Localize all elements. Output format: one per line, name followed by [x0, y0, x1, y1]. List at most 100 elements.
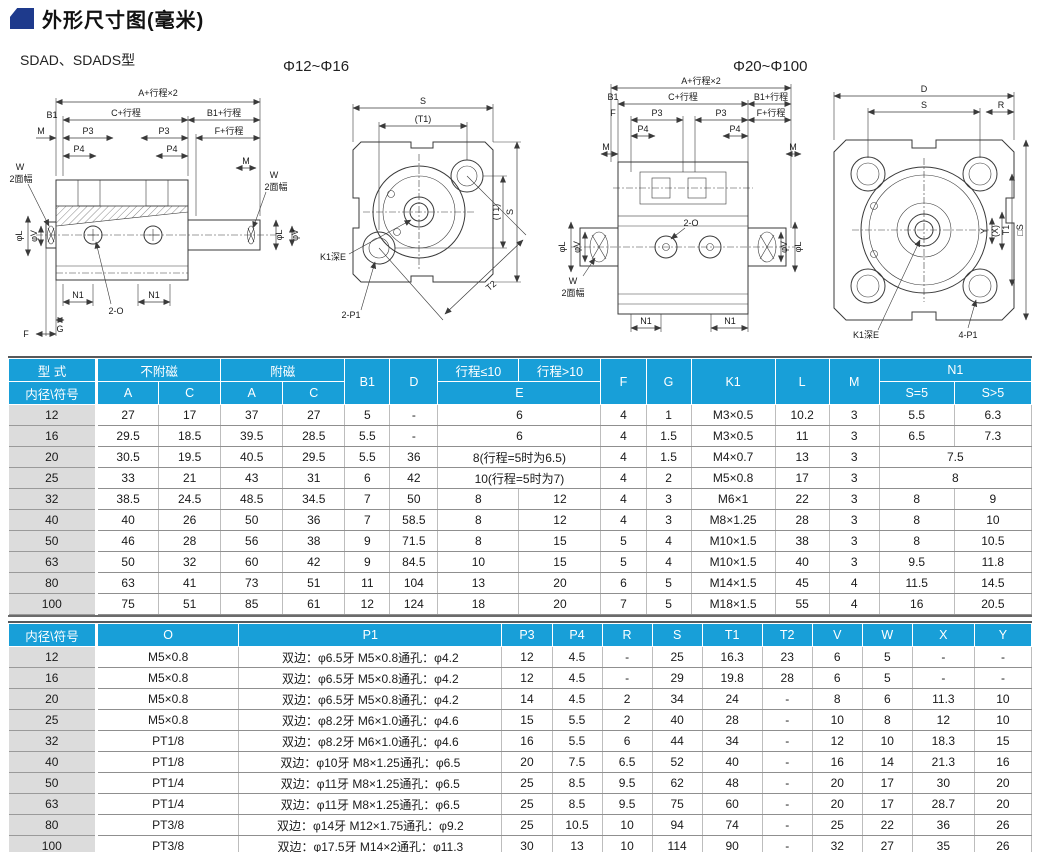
table-cell: 11	[774, 425, 830, 447]
table-cell: PT1/4	[96, 793, 240, 815]
table-cell: 20	[8, 688, 99, 710]
table-cell: 7	[600, 593, 647, 615]
table-cell: 20	[811, 772, 863, 794]
table-cell: -	[761, 688, 813, 710]
table-cell: 10(行程=5时为7)	[437, 467, 602, 489]
table-cell: PT3/8	[96, 814, 240, 836]
dim-label: N1	[640, 316, 652, 326]
table-cell: 56	[220, 530, 284, 552]
table-cell: 5.5	[551, 709, 603, 731]
dim-label: K1深E	[320, 252, 346, 262]
dim-label: φV	[29, 230, 39, 242]
table-cell: 4.5	[551, 667, 603, 689]
table-cell: 3	[828, 446, 880, 468]
table-row: 20 M5×0.8 双边：φ6.5牙 M5×0.8通孔：φ4.2 14 4.5 2 34 24…	[8, 688, 1033, 710]
table-cell: 104	[389, 572, 439, 594]
table-cell: 4	[600, 509, 647, 531]
table-cell: 40.5	[220, 446, 284, 468]
table-cell: 10	[811, 709, 863, 731]
dim-label: W	[16, 162, 25, 172]
table-cell: 42	[389, 467, 439, 489]
table-cell: 29.5	[282, 446, 346, 468]
table-cell: 10	[601, 835, 653, 852]
table-cell: 29	[651, 667, 703, 689]
table-cell: -	[761, 730, 813, 752]
table-cell: 8	[878, 530, 955, 552]
table-cell: 3	[645, 509, 692, 531]
dim-label: P4	[166, 144, 177, 154]
title-bullet-icon	[10, 8, 34, 29]
dim-label: B1	[607, 92, 618, 102]
table-cell: 7.5	[551, 751, 603, 773]
table-cell: 45	[774, 572, 830, 594]
table-cell: 9.5	[601, 772, 653, 794]
drawing-side-view-large-bore: A+行程×2 B1 C+行程 B1+行程 F P3 P3 F+行程 P4 P4 …	[557, 76, 803, 332]
dim-label: φL	[14, 231, 24, 242]
table-cell: M5×0.8	[690, 467, 776, 489]
table-cell: 35	[911, 835, 975, 852]
table-cell: 6	[601, 730, 653, 752]
table-cell: 61	[282, 593, 346, 615]
table-cell: 15	[518, 530, 602, 552]
dim-label: 2-O	[683, 218, 698, 228]
dim-label: φL	[557, 242, 567, 253]
dim-label: F	[610, 108, 616, 118]
table-cell: 38.5	[96, 488, 160, 510]
table-cell: 71.5	[389, 530, 439, 552]
table-cell: 双边：φ17.5牙 M14×2通孔：φ11.3	[238, 835, 503, 852]
col-header: X	[911, 623, 975, 647]
dim-label: P4	[729, 124, 740, 134]
table-cell: 1.5	[645, 425, 692, 447]
table-cell: 24.5	[158, 488, 222, 510]
table-cell: 34.5	[282, 488, 346, 510]
col-header: Y	[973, 623, 1033, 647]
col-header-l: L	[774, 358, 830, 405]
col-header-magnet: 附磁	[220, 358, 346, 382]
table-cell: 50	[8, 530, 99, 552]
table-cell: 12	[8, 646, 99, 668]
table-cell: 63	[8, 551, 99, 573]
table-cell: PT1/4	[96, 772, 240, 794]
table-cell: 8	[811, 688, 863, 710]
table-cell: 5	[600, 551, 647, 573]
cylinder-body	[36, 179, 276, 281]
table-cell: 18	[437, 593, 520, 615]
table-cell: 4	[600, 488, 647, 510]
table-row: 63 PT1/4 双边：φ11牙 M8×1.25通孔：φ6.5 25 8.5 9.5 75 6…	[8, 793, 1033, 815]
table-cell: -	[601, 646, 653, 668]
table-cell: 14	[501, 688, 553, 710]
table-cell: 双边：φ6.5牙 M5×0.8通孔：φ4.2	[238, 667, 503, 689]
table-cell: 20	[501, 751, 553, 773]
dim-label: T1	[1001, 225, 1011, 236]
caption-small-bore: Φ12~Φ16	[283, 58, 350, 75]
dimension-table-2: 内径\符号 O P1 P3 P4 R S T1 T2 V W X Y 12 M5×0.8 双边：φ6.5牙 …	[7, 621, 1033, 852]
col-header-no-magnet: 不附磁	[96, 358, 222, 382]
table-cell: 8	[861, 709, 913, 731]
table-row: 80 PT3/8 双边：φ14牙 M12×1.75通孔：φ9.2 25 10.5 10 94…	[8, 814, 1033, 836]
table-row: 40 40 26 50 36 7 58.5 8 12 4 3 M8×1.25 28 3 8 10	[8, 509, 1033, 531]
table-cell: 51	[158, 593, 222, 615]
table-cell: 11.3	[911, 688, 975, 710]
dimension-lines: D S R Y (X) T1 □S K1深E 4-P1	[833, 84, 1029, 340]
table-cell: 6.3	[953, 404, 1033, 426]
dim-label: P4	[73, 144, 84, 154]
col-header-bore: 内径\符号	[7, 381, 99, 405]
table-cell: 16	[8, 667, 99, 689]
table-cell: 28	[761, 667, 813, 689]
dim-label: S	[420, 96, 426, 106]
table-cell: M18×1.5	[690, 593, 776, 615]
table-cell: 16	[501, 730, 553, 752]
table-cell: 58.5	[389, 509, 439, 531]
table-cell: -	[761, 814, 813, 836]
table-cell: 19.8	[701, 667, 763, 689]
table-cell: 34	[651, 688, 703, 710]
table-cell: 8.5	[551, 772, 603, 794]
table-cell: PT1/8	[96, 751, 240, 773]
table-cell: 6	[600, 572, 647, 594]
end-plate	[352, 141, 494, 283]
caption-large-bore: Φ20~Φ100	[733, 58, 808, 75]
table-cell: 32	[158, 551, 222, 573]
dim-label: B1	[46, 110, 57, 120]
table-cell: M8×1.25	[690, 509, 776, 531]
dim-label: M	[242, 156, 250, 166]
